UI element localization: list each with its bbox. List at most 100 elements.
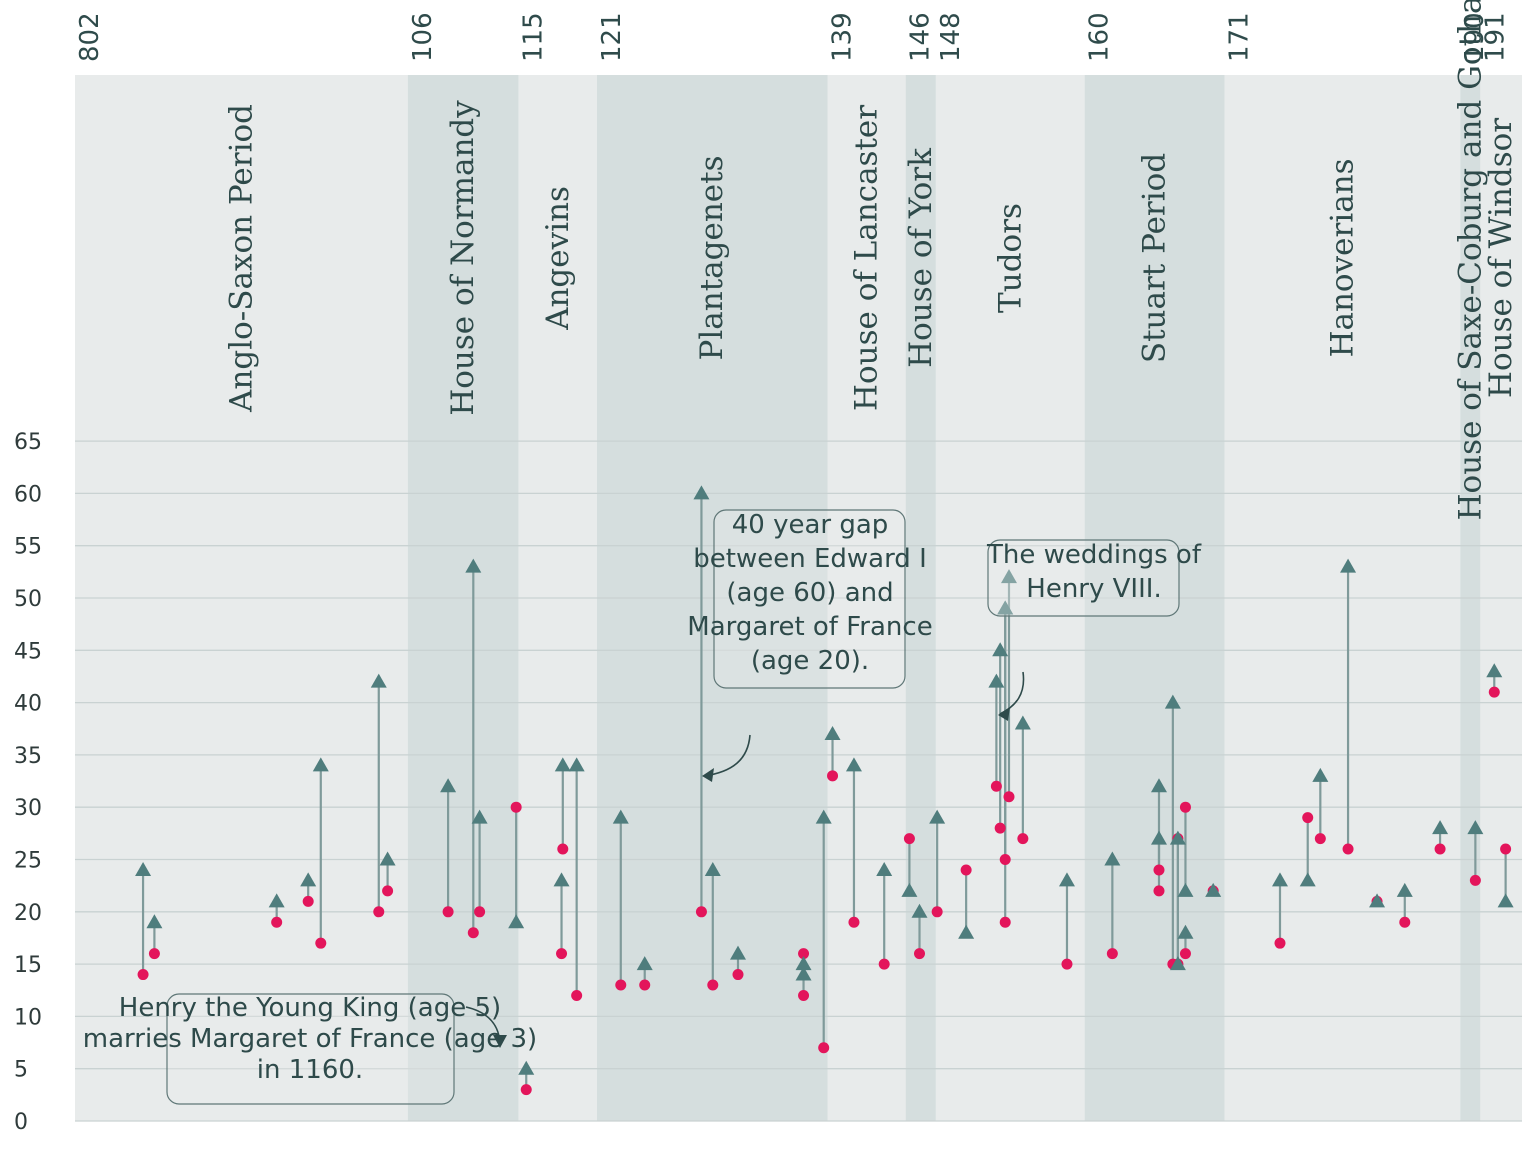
period-start-label: 115 (519, 12, 549, 62)
y-axis: 0 5 10 15 20 25 30 35 40 45 50 55 60 65 (14, 430, 42, 1135)
consort-point (1314, 833, 1326, 845)
consort-point (556, 948, 568, 960)
period-start-label: 146 (906, 12, 936, 62)
consort-point (1274, 937, 1286, 949)
king-point (1177, 924, 1194, 939)
annotation-text: The weddings of Henry VIII. (986, 540, 1202, 604)
consort-point (302, 895, 314, 907)
king-point (795, 966, 812, 981)
annotation-line: marries Margaret of France (age 3) (83, 1024, 537, 1054)
king-point (958, 924, 975, 939)
king-point (553, 872, 570, 887)
consort-point (467, 927, 479, 939)
king-point (845, 757, 862, 772)
king-point (988, 673, 1005, 688)
king-point (876, 861, 893, 876)
king-point (554, 757, 571, 772)
period-start-label: 190 (1460, 12, 1490, 62)
king-point (1340, 558, 1357, 573)
king-point (693, 485, 710, 500)
consort-point (1434, 843, 1446, 855)
period-name: House of Lancaster (849, 105, 885, 411)
consort-point (520, 1084, 532, 1096)
period-start-label: 802 (75, 12, 105, 62)
king-point (568, 757, 585, 772)
y-tick-label: 50 (14, 587, 42, 612)
consort-point (1003, 791, 1015, 803)
king-point (1467, 820, 1484, 835)
annotation-line: 40 year gap (732, 510, 889, 540)
consort-point (315, 937, 327, 949)
y-tick-label: 55 (14, 535, 42, 560)
king-point (1014, 715, 1031, 730)
annotation-arrowhead (998, 707, 1010, 721)
period-name: House of Windsor (1483, 118, 1519, 398)
king-point (440, 778, 457, 793)
annotations: Henry the Young King (age 5) marries Marg… (83, 509, 1202, 1105)
consort-point (1488, 686, 1500, 698)
king-point (612, 809, 629, 824)
consort-point (615, 979, 627, 991)
y-tick-label: 20 (14, 901, 42, 926)
period-start-label: 106 (408, 12, 438, 62)
y-tick-label: 40 (14, 692, 42, 717)
king-point (1104, 851, 1121, 866)
king-point (704, 861, 721, 876)
period-name: Stuart Period (1137, 153, 1173, 363)
period-name: House of Normandy (445, 100, 481, 416)
y-tick-label: 45 (14, 639, 42, 664)
y-tick-label: 60 (14, 482, 42, 507)
consort-point (442, 906, 454, 918)
annotation-text: 40 year gap between Edward I (age 60) and M… (687, 510, 932, 676)
consort-point (1179, 801, 1191, 813)
consort-point (1017, 833, 1029, 845)
consort-point (474, 906, 486, 918)
king-point (1497, 893, 1514, 908)
consort-point (571, 989, 583, 1001)
period-name: House of York (903, 148, 939, 368)
king-point (1169, 830, 1186, 845)
consort-point (382, 885, 394, 897)
king-point (379, 851, 396, 866)
annotation-box (713, 509, 906, 689)
annotation-line: (age 60) and (726, 578, 893, 608)
consort-point (990, 780, 1002, 792)
annotation-box (166, 993, 455, 1105)
y-tick-label: 10 (14, 1005, 42, 1030)
consort-point (639, 979, 651, 991)
consort-point (914, 948, 926, 960)
king-point (312, 757, 329, 772)
consort-point (999, 854, 1011, 865)
king-point (901, 882, 918, 897)
king-point (1169, 956, 1186, 971)
consort-point (798, 989, 810, 1001)
age-connectors (141, 493, 1507, 1090)
consort-point (818, 1042, 830, 1054)
y-tick-label: 5 (14, 1058, 28, 1083)
period-name: Plantagenets (694, 155, 730, 360)
king-age-points (135, 485, 1514, 1075)
annotation-line: between Edward I (693, 544, 927, 574)
king-point (1058, 872, 1075, 887)
consort-point (1061, 958, 1073, 970)
consort-point (994, 822, 1006, 834)
consort-point (732, 969, 744, 981)
y-tick-label: 0 (14, 1110, 28, 1135)
consort-point (999, 916, 1011, 928)
annotation-line: The weddings of (986, 540, 1202, 570)
period-start-label: 121 (597, 12, 627, 62)
consort-point (271, 916, 283, 928)
consort-point (510, 801, 522, 813)
king-point (146, 914, 163, 929)
king-point (729, 945, 746, 960)
consort-point (1399, 916, 1411, 928)
consort-point (1469, 874, 1481, 886)
consort-point (931, 906, 943, 918)
king-point (518, 1060, 535, 1075)
king-point (1486, 663, 1503, 678)
annotation-text: Henry the Young King (age 5) marries Marg… (83, 993, 537, 1085)
y-tick-label: 25 (14, 849, 42, 874)
annotation-line: Henry the Young King (age 5) (119, 993, 501, 1023)
period-start-label: 148 (936, 12, 966, 62)
period-start-label: 171 (1225, 12, 1255, 62)
